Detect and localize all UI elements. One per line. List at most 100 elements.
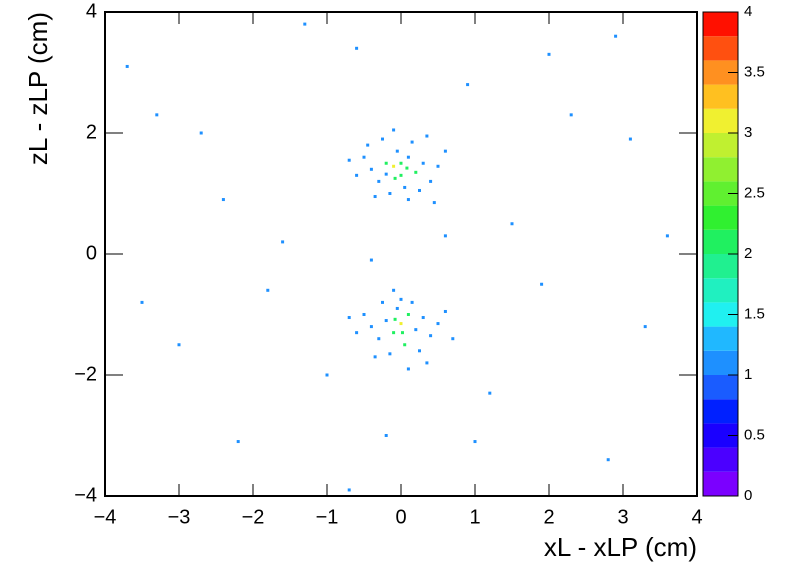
bin (395, 149, 399, 153)
bin (443, 149, 447, 153)
colorbar-band (703, 326, 738, 351)
bin (392, 128, 396, 132)
bin (266, 288, 270, 292)
y-tick-label: 0 (86, 242, 97, 264)
bin (384, 161, 388, 165)
colorbar-band (703, 205, 738, 230)
colorbar-band (703, 108, 738, 133)
bin (410, 300, 414, 304)
colorbar-tick-label: 1 (744, 366, 752, 383)
bin (421, 316, 425, 320)
bin (388, 192, 392, 195)
bin (399, 322, 403, 326)
bin (366, 143, 370, 147)
bin (177, 343, 181, 347)
y-axis-title: zL - zLP (cm) (23, 12, 53, 165)
colorbar-tick-label: 0 (744, 487, 752, 504)
bin (373, 355, 377, 359)
colorbar-band (703, 36, 738, 61)
bin (425, 134, 429, 138)
bin (410, 140, 414, 144)
bin (443, 309, 447, 313)
bin (606, 458, 610, 462)
bin (399, 297, 403, 301)
bin (414, 170, 418, 174)
bin (643, 325, 647, 329)
colorbar-band (703, 447, 738, 472)
bin (443, 234, 447, 238)
bin (281, 240, 285, 244)
bin (395, 306, 399, 310)
bin (362, 313, 366, 316)
bin (569, 113, 573, 117)
bin (377, 337, 381, 341)
bin (199, 131, 203, 135)
bin (221, 198, 225, 202)
bin (510, 222, 514, 226)
bin (393, 317, 397, 321)
bin (466, 83, 470, 87)
colorbar-tick-label: 2.5 (744, 184, 765, 201)
colorbar-tick-label: 1.5 (744, 305, 765, 322)
bin (388, 352, 392, 356)
bin (125, 64, 129, 68)
bin (403, 343, 407, 347)
bin (399, 173, 403, 177)
bin (436, 164, 440, 168)
colorbar-band (703, 133, 738, 158)
x-axis-title: xL - xLP (cm) (544, 532, 697, 562)
colorbar-band (703, 254, 738, 279)
bin (355, 46, 359, 50)
x-tick-label: −3 (168, 506, 191, 528)
bin (418, 188, 421, 192)
bin (369, 167, 373, 171)
bin (355, 331, 359, 335)
bin (381, 137, 384, 141)
x-tick-label: −4 (94, 506, 117, 528)
colorbar-band (703, 471, 738, 496)
bin (405, 166, 409, 170)
bin (377, 179, 381, 183)
colorbar-band (703, 84, 738, 109)
bin (406, 155, 410, 159)
x-tick-label: 0 (395, 506, 406, 528)
bin (347, 158, 351, 162)
bin (406, 313, 410, 316)
colorbar-tick-label: 4 (744, 3, 752, 20)
bin (155, 113, 159, 117)
bin (628, 137, 632, 141)
x-tick-label: −1 (316, 506, 339, 528)
bin (392, 331, 396, 335)
colorbar-band (703, 399, 738, 424)
x-tick-label: 2 (543, 506, 554, 528)
y-tick-label: 4 (86, 0, 97, 22)
bin (362, 155, 366, 159)
y-tick-label: 2 (86, 121, 97, 143)
y-tick-label: −2 (74, 363, 97, 385)
bin (432, 201, 436, 205)
bin (614, 34, 618, 38)
bin (347, 488, 351, 492)
colorbar-band (703, 278, 738, 303)
bin (429, 179, 433, 183)
bin (488, 391, 492, 395)
bin (436, 322, 440, 326)
x-tick-label: −2 (242, 506, 265, 528)
colorbar-tick-label: 2 (744, 245, 752, 262)
bin (547, 52, 551, 56)
bin (325, 373, 329, 377)
bin (451, 337, 455, 341)
bin (403, 185, 407, 189)
bin (384, 319, 388, 323)
colorbar-tick-label: 3 (744, 124, 752, 141)
bin (384, 172, 388, 176)
colorbar-band (703, 350, 738, 375)
bin (392, 164, 396, 168)
bin (414, 328, 418, 332)
colorbar-band (703, 157, 738, 182)
bin (355, 173, 359, 177)
bin (369, 258, 373, 262)
bin (406, 367, 410, 371)
